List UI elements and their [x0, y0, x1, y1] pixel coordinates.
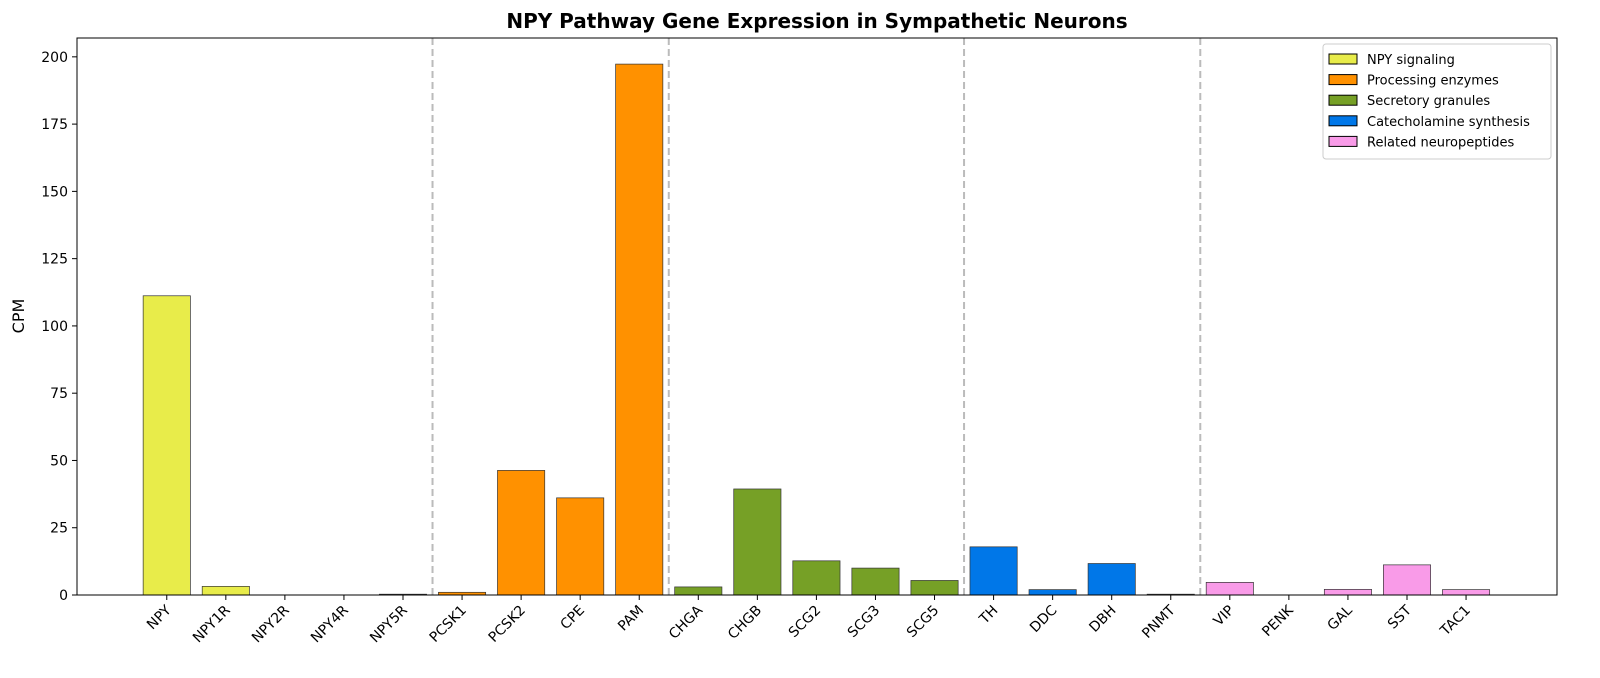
legend-swatch: [1328, 94, 1358, 106]
x-tick-label: NPY1R: [190, 602, 234, 646]
y-tick-label: 50: [50, 453, 68, 469]
x-tick-label: PAM: [615, 603, 647, 635]
bar: [1323, 588, 1372, 596]
x-tick-label: VIP: [1211, 603, 1238, 630]
x-tick-label: PCSK2: [486, 603, 529, 646]
legend-swatch: [1328, 115, 1358, 127]
x-tick-label: TH: [976, 603, 1002, 629]
y-tick-label: 100: [41, 319, 68, 335]
bar: [615, 63, 664, 596]
legend-frame: [1322, 43, 1552, 160]
x-tick-label: CHGA: [666, 602, 706, 642]
bar: [1383, 564, 1431, 596]
legend-label: Related neuropeptides: [1367, 135, 1514, 150]
chart-title: NPY Pathway Gene Expression in Sympathet…: [506, 9, 1127, 33]
y-tick-label: 200: [41, 50, 68, 66]
y-tick-label: 175: [41, 117, 68, 133]
x-tick-label: SCG2: [786, 603, 824, 641]
legend-swatch: [1328, 74, 1358, 86]
y-tick-label: 75: [50, 386, 68, 402]
x-tick-label: SST: [1385, 602, 1415, 632]
x-tick-label: CPE: [558, 603, 588, 633]
legend-swatch: [1328, 135, 1358, 147]
legend-label: Catecholamine synthesis: [1367, 115, 1530, 130]
bar: [1028, 589, 1077, 596]
x-tick-label: TAC1: [1437, 603, 1474, 640]
legend-swatch: [1328, 53, 1358, 65]
plot-frame: [76, 37, 1558, 596]
x-tick-label: SCG5: [904, 603, 942, 641]
x-tick-label: DBH: [1086, 603, 1119, 636]
legend-label: NPY signaling: [1367, 53, 1455, 68]
x-tick-label: NPY5R: [367, 602, 411, 646]
x-tick-label: NPY: [144, 602, 175, 633]
x-tick-label: PNMT: [1139, 602, 1179, 642]
x-tick-label: GAL: [1324, 602, 1355, 633]
y-tick-label: 0: [59, 588, 68, 604]
legend-label: Secretory granules: [1367, 94, 1490, 109]
bar: [556, 497, 605, 596]
x-tick-label: SCG3: [845, 603, 883, 641]
x-tick-label: DDC: [1027, 602, 1061, 636]
bar: [1205, 582, 1254, 596]
bar: [142, 295, 191, 596]
x-tick-label: CHGB: [725, 603, 765, 643]
bar: [733, 488, 782, 596]
bar: [201, 586, 250, 596]
y-tick-label: 25: [50, 521, 68, 537]
legend-label: Processing enzymes: [1367, 74, 1499, 89]
x-tick-label: NPY4R: [308, 602, 352, 646]
bar: [851, 567, 900, 596]
legend: NPY signaling Processing enzymes Secretory…: [1322, 43, 1552, 160]
y-tick-label: 150: [41, 184, 68, 200]
bar: [910, 580, 959, 596]
y-axis-label: CPM: [9, 299, 28, 334]
x-tick-label: PENK: [1259, 602, 1297, 640]
x-tick-label: NPY2R: [249, 602, 293, 646]
bar: [674, 586, 723, 596]
bar: [497, 470, 546, 596]
y-tick-label: 125: [41, 252, 68, 268]
x-tick-label: PCSK1: [427, 603, 470, 646]
bar: [792, 560, 841, 596]
bar: [1087, 563, 1136, 596]
bar: [969, 546, 1018, 596]
bar: [1442, 589, 1491, 596]
